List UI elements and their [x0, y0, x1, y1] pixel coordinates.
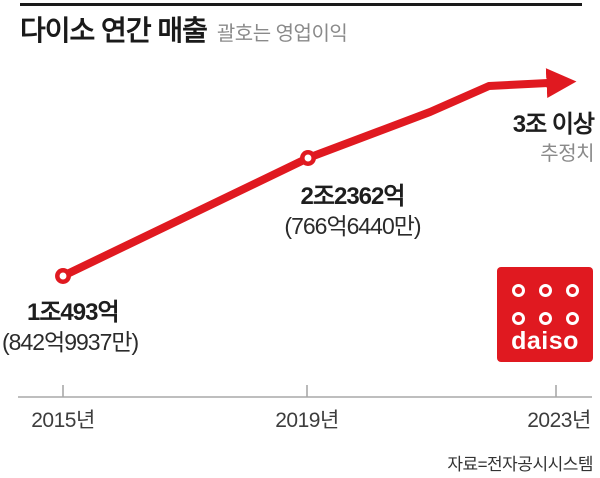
logo-ring-icon — [511, 284, 525, 297]
data-label-2019: 2조2362억 (766억6440만) — [250, 181, 455, 241]
axis-label-2023: 2023년 — [527, 409, 591, 432]
logo-ring-icon — [565, 284, 579, 297]
revenue-trend-line — [59, 68, 577, 280]
logo-ring-icon — [538, 312, 552, 325]
chart-title: 다이소 연간 매출 — [20, 15, 208, 46]
logo-ring-icon — [511, 312, 525, 325]
chart-subtitle: 괄호는 영업이익 — [216, 23, 348, 45]
daiso-logo-rings — [497, 267, 593, 325]
data-point-2015 — [55, 268, 71, 284]
axis-label-2015: 2015년 — [31, 409, 95, 432]
logo-ring-icon — [538, 284, 552, 297]
daiso-logo: daiso — [497, 267, 593, 362]
chart-header: 다이소 연간 매출 괄호는 영업이익 — [20, 14, 348, 48]
axis-label-2019: 2019년 — [275, 409, 339, 432]
source-credit: 자료=전자공시시스템 — [447, 455, 593, 474]
logo-ring-icon — [565, 312, 579, 325]
operating-profit-2019: (766억6440만) — [284, 213, 421, 240]
estimate-note: 추정치 — [540, 143, 594, 166]
daiso-logo-text: daiso — [511, 327, 579, 355]
top-border-rule — [20, 3, 582, 6]
data-label-2023: 3조 이상 추정치 — [512, 109, 595, 168]
revenue-2019: 2조2362억 — [300, 183, 406, 210]
revenue-2023-estimate: 3조 이상 — [512, 111, 595, 138]
data-label-2015: 1조493억 (842억9937만) — [2, 297, 139, 357]
operating-profit-2015: (842억9937만) — [2, 329, 139, 356]
data-point-2019 — [300, 150, 316, 166]
revenue-2015: 1조493억 — [27, 299, 120, 326]
